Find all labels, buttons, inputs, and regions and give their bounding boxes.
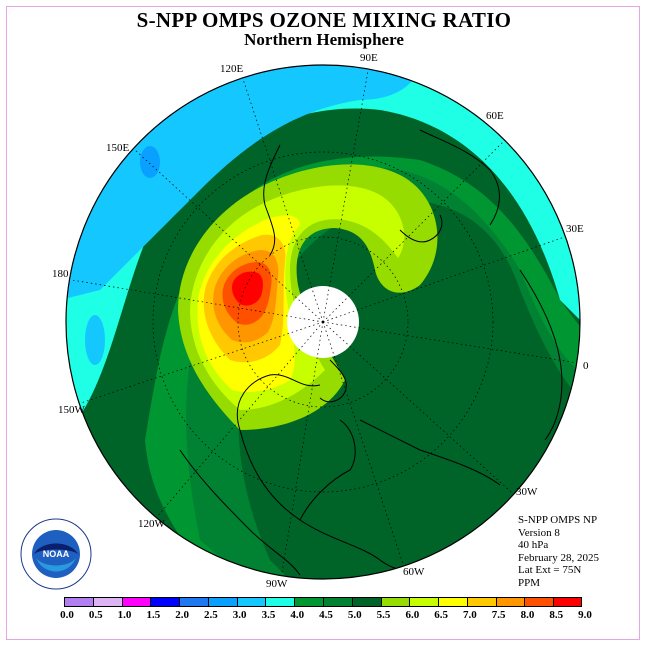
colorbar-tick-label: 8.0 bbox=[520, 609, 535, 621]
colorbar-tick-label: 9.0 bbox=[578, 609, 592, 621]
colorbar-segment bbox=[495, 597, 525, 607]
colorbar bbox=[64, 597, 583, 607]
colorbar-tick-label: 0.5 bbox=[88, 609, 103, 621]
colorbar-segment bbox=[380, 597, 410, 607]
colorbar-segment bbox=[553, 597, 583, 607]
noaa-logo: NOAA bbox=[20, 518, 92, 590]
lon-label-90e: 90E bbox=[360, 52, 378, 64]
plot-frame bbox=[6, 6, 640, 640]
colorbar-outline bbox=[64, 597, 582, 607]
colorbar-tick-label: 4.0 bbox=[290, 609, 305, 621]
logo-text: NOAA bbox=[43, 549, 70, 559]
field-band-8.5 bbox=[232, 271, 263, 306]
colorbar-tick-label: 7.5 bbox=[491, 609, 506, 621]
colorbar-segment bbox=[121, 597, 151, 607]
colorbar-segment bbox=[150, 597, 180, 607]
lon-label-30e: 30E bbox=[566, 223, 584, 235]
lon-label-150e: 150E bbox=[106, 142, 130, 154]
colorbar-segment bbox=[438, 597, 468, 607]
colorbar-segment bbox=[236, 597, 266, 607]
info-version: Version 8 bbox=[518, 526, 560, 539]
colorbar-tick-label: 0.0 bbox=[60, 609, 74, 621]
lon-label-90w: 90W bbox=[266, 578, 288, 590]
colorbar-tick-label: 6.0 bbox=[405, 609, 420, 621]
colorbar-segment bbox=[351, 597, 382, 607]
info-instrument: S-NPP OMPS NP bbox=[518, 514, 598, 526]
colorbar-segment bbox=[294, 597, 324, 607]
colorbar-segment bbox=[323, 597, 353, 607]
info-units: PPM bbox=[518, 576, 541, 589]
graticule bbox=[66, 65, 580, 579]
lon-label-60e: 60E bbox=[486, 110, 504, 122]
page-title: S-NPP OMPS OZONE MIXING RATIO bbox=[136, 8, 512, 32]
info-lat-extent: Lat Ext = 75N bbox=[518, 564, 582, 576]
lon-label-30w: 30W bbox=[516, 486, 538, 498]
colorbar-tick-label: 3.0 bbox=[232, 609, 247, 621]
colorbar-tick-label: 8.5 bbox=[549, 609, 564, 621]
colorbar-tick-label: 5.0 bbox=[347, 609, 362, 621]
lon-label-0: 0 bbox=[583, 360, 589, 372]
lon-label-120w: 120W bbox=[138, 518, 165, 530]
colorbar-segment bbox=[92, 597, 123, 607]
colorbar-tick-label: 4.5 bbox=[319, 609, 333, 621]
colorbar-segment bbox=[409, 597, 439, 607]
field-band-2.5-a bbox=[140, 146, 160, 178]
info-date: February 28, 2025 bbox=[518, 551, 599, 564]
field-band-3.0-b bbox=[85, 315, 105, 365]
metadata-block: S-NPP OMPS NP Version 8 40 hPa February … bbox=[518, 514, 599, 589]
colorbar-tick-label: 7.0 bbox=[463, 609, 477, 621]
colorbar-tick-label: 2.5 bbox=[204, 609, 218, 621]
colorbar-tick-label: 5.5 bbox=[376, 609, 391, 621]
colorbar-ticks: 0.0 0.5 1.0 1.5 2.0 2.5 3.0 3.5 4.0 4.5 5.0 5.5 6.0 6… bbox=[0, 609, 648, 623]
colorbar-segment bbox=[179, 597, 209, 607]
coastlines bbox=[179, 129, 563, 576]
colorbar-tick-label: 6.5 bbox=[434, 609, 448, 621]
colorbar-tick-label: 2.0 bbox=[175, 609, 189, 621]
colorbar-segment bbox=[207, 597, 238, 607]
page-subtitle: Northern Hemisphere bbox=[244, 30, 404, 49]
map-boundary bbox=[65, 64, 581, 580]
colorbar-tick-label: 3.5 bbox=[261, 609, 276, 621]
lon-label-150w: 150W bbox=[58, 404, 85, 416]
colorbar-tick-label: 1.5 bbox=[146, 609, 161, 621]
colorbar-segment bbox=[265, 597, 295, 607]
colorbar-segment bbox=[466, 597, 497, 607]
lon-label-120e: 120E bbox=[220, 63, 244, 75]
lon-label-180: 180 bbox=[52, 268, 69, 280]
colorbar-tick-label: 1.0 bbox=[117, 609, 132, 621]
colorbar-segment bbox=[524, 597, 554, 607]
info-pressure: 40 hPa bbox=[518, 539, 549, 551]
lon-label-60w: 60W bbox=[403, 566, 425, 578]
